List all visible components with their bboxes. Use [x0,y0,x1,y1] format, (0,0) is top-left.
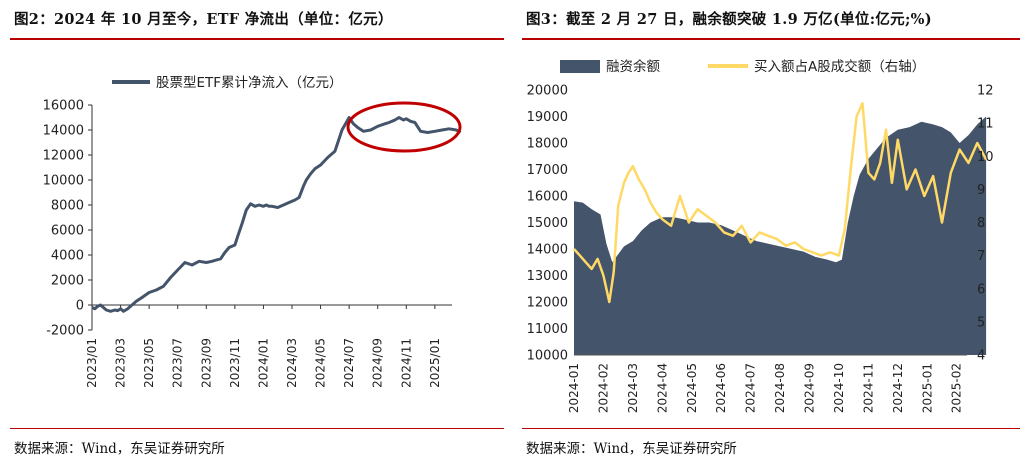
figure-2-panel: 图2：2024 年 10 月至今，ETF 净流出（单位：亿元） -2000 0 20… [0,0,508,469]
y-left-tick-label: 18000 [527,137,568,152]
y-right-tick-label: 4 [977,349,985,364]
figure-2-source: 数据来源：Wind，东吴证券研究所 [14,441,225,457]
x-tick-label: 2023/11 [228,338,242,388]
highlight-ellipse [346,101,462,153]
x-tick-label: 2025-02 [950,363,964,413]
y-tick-label: 10000 [43,174,84,189]
x-tick-label: 2024/11 [399,338,413,388]
x-tick-label: 2024/01 [256,338,270,388]
x-tick-label: 2024-03 [626,363,640,413]
y-left-tick-label: 11000 [527,322,568,337]
x-tick-label: 2023/07 [171,338,185,388]
figure-2-title: 图2：2024 年 10 月至今，ETF 净流出（单位：亿元） [14,11,393,28]
y-tick-label: 0 [76,299,84,314]
legend-label-etf-inflow: 股票型ETF累计净流入（亿元） [156,75,343,91]
x-tick-label: 2023/05 [142,338,156,388]
y-tick-label: -2000 [46,324,84,339]
x-tick-label: 2024-05 [685,363,699,413]
figure-3-source: 数据来源：Wind，东吴证券研究所 [526,441,737,457]
figure-3-bottom-rule [522,428,1020,429]
y-right-tick-label: 6 [977,282,985,297]
legend-label-buy-share: 买入额占A股成交额（右轴） [754,58,925,75]
figure-2-top-rule [10,38,504,40]
x-tick-label: 2024-08 [773,363,787,413]
y-tick-label: 6000 [51,224,84,239]
y-right-tick-label: 7 [977,249,985,264]
y-left-tick-label: 20000 [527,84,568,99]
x-tick-label: 2023/09 [199,338,213,388]
y-left-tick-label: 12000 [527,296,568,311]
x-tick-label: 2025/01 [428,338,442,388]
series-line-buy-share [573,102,988,304]
x-tick-label: 2024-12 [891,363,905,413]
x-tick-label: 2024/03 [285,338,299,388]
margin-balance-chart: 10000 11000 12000 13000 14000 15000 16000 17000… [527,58,994,413]
y-tick-label: 2000 [51,274,84,289]
y-left-tick-label: 10000 [527,349,568,364]
y-right-tick-label: 9 [977,183,985,198]
y-right-tick-label: 11 [977,117,994,132]
x-tick-label: 2024-09 [803,363,817,413]
series-area-margin-balance [574,116,987,355]
x-tick-label: 2024-07 [744,363,758,413]
y-tick-label: 14000 [43,124,84,139]
x-tick-label: 2024/09 [371,338,385,388]
x-tick-label: 2024-02 [596,363,610,413]
x-tick-label: 2024-10 [832,363,846,413]
y-right-tick-label: 8 [977,216,985,231]
y-left-tick-label: 13000 [527,269,568,284]
y-right-tick-label: 5 [977,315,985,330]
x-tick-label: 2023/01 [85,338,99,388]
figure-3-panel: 图3：截至 2 月 27 日，融余额突破 1.9 万亿(单位:亿元;%) 100… [512,0,1024,469]
x-tick-label: 2024/07 [342,338,356,388]
y-left-tick-label: 17000 [527,163,568,178]
y-tick-label: 16000 [43,99,84,114]
x-tick-label: 2024-04 [655,363,669,413]
x-tick-label: 2024-11 [861,363,875,413]
etf-net-inflow-chart: -2000 0 2000 4000 6000 8000 10000 12000 14000 160… [43,75,462,388]
figure-3-title: 图3：截至 2 月 27 日，融余额突破 1.9 万亿(单位:亿元;%) [526,11,932,28]
y-tick-label: 12000 [43,149,84,164]
figure-3-top-rule [522,38,1020,40]
y-right-tick-label: 10 [977,150,994,165]
y-left-tick-label: 14000 [527,243,568,258]
x-tick-label: 2024/05 [314,338,328,388]
y-left-tick-label: 19000 [527,110,568,125]
legend-label-margin-balance: 融资余额 [606,58,660,75]
x-tick-label: 2024-01 [567,363,581,413]
y-left-tick-label: 15000 [527,216,568,231]
x-tick-label: 2025-01 [920,363,934,413]
x-tick-label: 2023/03 [114,338,128,388]
y-left-tick-label: 16000 [527,190,568,205]
y-tick-label: 4000 [51,249,84,264]
y-tick-label: 8000 [51,199,84,214]
figure-2-bottom-rule [10,428,504,429]
y-right-tick-label: 12 [977,84,994,99]
x-tick-label: 2024-06 [714,363,728,413]
legend-swatch-margin-balance [560,60,600,73]
series-line-etf-inflow [91,116,462,313]
